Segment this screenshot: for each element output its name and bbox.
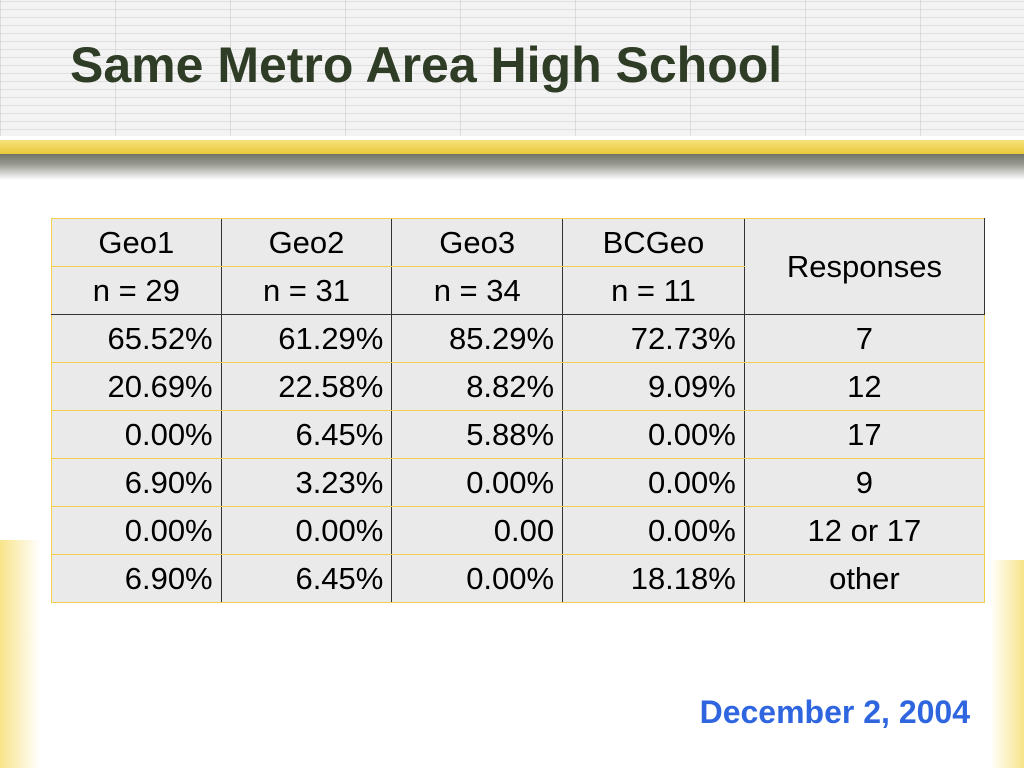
table-cell: 6.45% (220, 410, 392, 459)
sample-size-cell: n = 34 (391, 266, 563, 315)
table-cell: 85.29% (391, 314, 563, 363)
header-cell-responses: Responses (743, 218, 986, 315)
table-cell: 0.00% (220, 506, 392, 555)
response-cell: 9 (743, 458, 986, 507)
header-row: Geo1 Geo2 Geo3 BCGeo Responses (51, 218, 986, 315)
table-cell: 72.73% (562, 314, 745, 363)
response-cell: other (743, 554, 986, 603)
gray-shadow-stripe (0, 154, 1024, 180)
response-cell: 12 or 17 (743, 506, 986, 555)
table-cell: 65.52% (51, 314, 222, 363)
table-cell: 8.82% (391, 362, 563, 411)
table-cell: 0.00% (562, 506, 745, 555)
presentation-date: December 2, 2004 (699, 694, 970, 730)
table-cell: 61.29% (220, 314, 392, 363)
decorative-glow-right (990, 560, 1024, 768)
header-divider (0, 136, 1024, 140)
header-band (0, 0, 1024, 138)
table-cell: 0.00 (391, 506, 563, 555)
decorative-glow-left (0, 540, 40, 768)
table-row: 0.00% 6.45% 5.88% 0.00% 17 (51, 410, 986, 459)
table-cell: 20.69% (51, 362, 222, 411)
table-row: 6.90% 3.23% 0.00% 0.00% 9 (51, 458, 986, 507)
header-cell: Geo3 (391, 218, 563, 267)
sample-size-cell: n = 11 (562, 266, 745, 315)
table-cell: 0.00% (391, 458, 563, 507)
sample-size-cell: n = 29 (51, 266, 222, 315)
table-cell: 18.18% (562, 554, 745, 603)
table-cell: 3.23% (220, 458, 392, 507)
results-table: Geo1 Geo2 Geo3 BCGeo Responses n = 29 n … (51, 218, 986, 603)
table-cell: 22.58% (220, 362, 392, 411)
table-row: 0.00% 0.00% 0.00 0.00% 12 or 17 (51, 506, 986, 555)
table-cell: 0.00% (51, 410, 222, 459)
table-row: 6.90% 6.45% 0.00% 18.18% other (51, 554, 986, 603)
slide-title: Same Metro Area High School (70, 37, 783, 93)
response-cell: 7 (743, 314, 986, 363)
table-cell: 0.00% (51, 506, 222, 555)
sample-size-row: n = 29 n = 31 n = 34 n = 11 (51, 266, 985, 315)
response-cell: 12 (743, 362, 986, 411)
table-cell: 5.88% (391, 410, 563, 459)
table-cell: 0.00% (562, 410, 745, 459)
table-cell: 6.45% (220, 554, 392, 603)
table-cell: 0.00% (562, 458, 745, 507)
response-cell: 17 (743, 410, 986, 459)
table-cell: 0.00% (391, 554, 563, 603)
table-row: 65.52% 61.29% 85.29% 72.73% 7 (51, 314, 986, 363)
table-cell: 9.09% (562, 362, 745, 411)
header-cell: Geo1 (51, 218, 222, 267)
table-row: 20.69% 22.58% 8.82% 9.09% 12 (51, 362, 986, 411)
table-cell: 6.90% (51, 554, 222, 603)
header-cell: BCGeo (562, 218, 745, 267)
sample-size-cell: n = 31 (220, 266, 392, 315)
header-cell: Geo2 (220, 218, 392, 267)
table-cell: 6.90% (51, 458, 222, 507)
gold-stripe (0, 140, 1024, 154)
